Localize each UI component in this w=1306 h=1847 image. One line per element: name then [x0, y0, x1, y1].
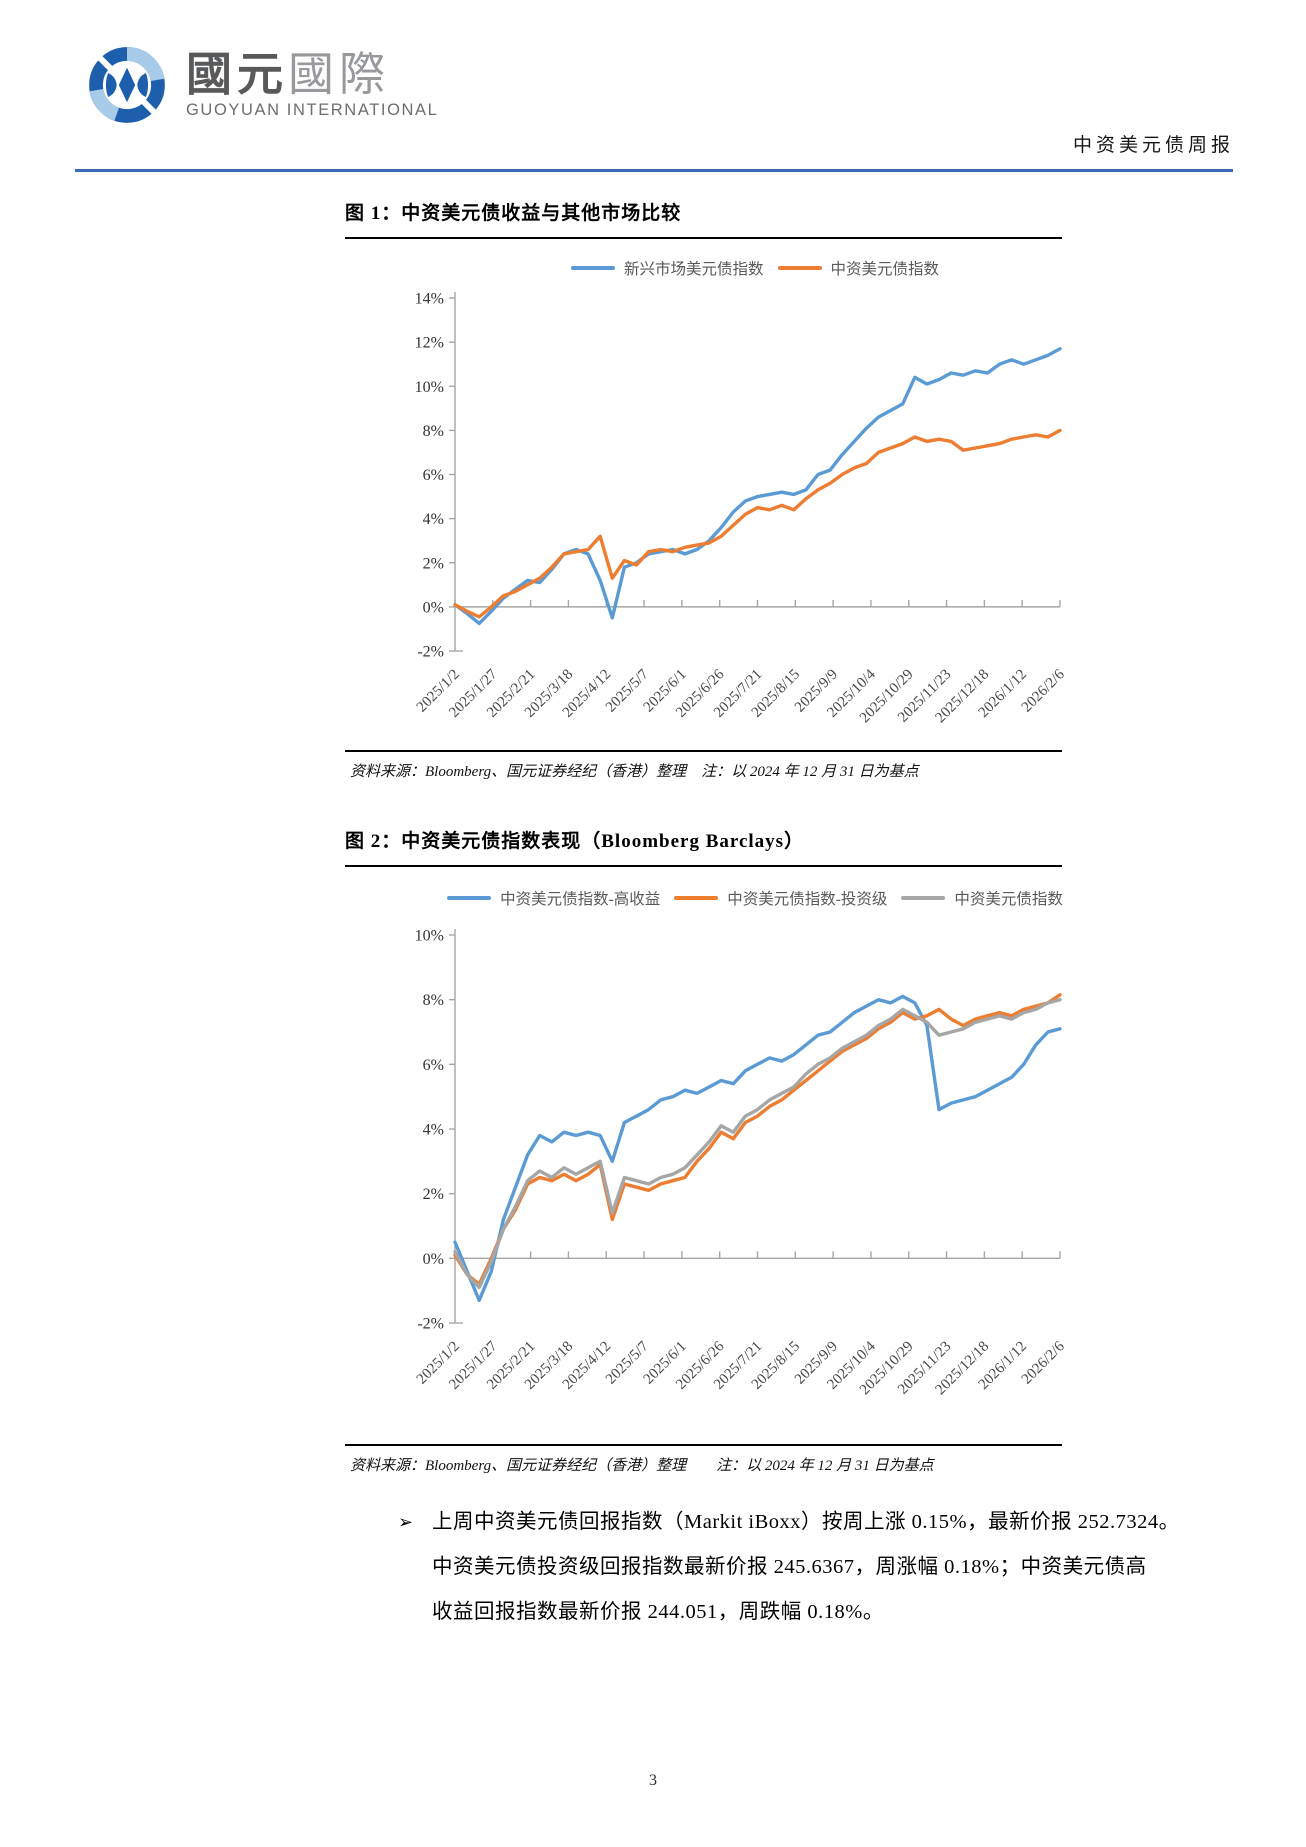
- figure2-source-note: 资料来源：Bloomberg、国元证券经纪（香港）整理 注：以 2024 年 1…: [350, 1458, 934, 1474]
- legend-item-em-usd-index: 新兴市场美元债指数: [570, 257, 764, 279]
- svg-text:8%: 8%: [423, 423, 444, 440]
- legend-label: 中资美元债指数-投资级: [727, 891, 888, 908]
- svg-text:0%: 0%: [423, 599, 444, 616]
- svg-text:0%: 0%: [423, 1251, 444, 1268]
- figure1-title: 图 1：中资美元债收益与其他市场比较: [345, 198, 1062, 239]
- svg-text:10%: 10%: [415, 928, 444, 945]
- figure2-bottom-border: [345, 1444, 1062, 1446]
- svg-text:10%: 10%: [415, 379, 444, 396]
- figure1-source-note: 资料来源：Bloomberg、国元证券经纪（香港）整理 注：以 2024 年 1…: [350, 764, 919, 780]
- report-type-label: 中资美元债周报: [1072, 135, 1234, 156]
- header-divider: [75, 169, 1233, 172]
- logo-text: 國元國際 GUOYUAN INTERNATIONAL: [186, 50, 438, 120]
- legend-label: 新兴市场美元债指数: [623, 261, 764, 278]
- legend-swatch-blue: [447, 895, 492, 901]
- header-logo: 國元國際 GUOYUAN INTERNATIONAL: [84, 42, 438, 128]
- chart2-legend: 中资美元债指数-高收益 中资美元债指数-投资级 中资美元债指数: [350, 887, 1065, 909]
- legend-item-investment-grade: 中资美元债指数-投资级: [674, 887, 887, 909]
- legend-swatch-blue: [570, 265, 615, 271]
- svg-text:8%: 8%: [423, 992, 444, 1009]
- legend-swatch-gray: [901, 895, 946, 901]
- logo-cn-secondary: 國際: [288, 47, 390, 100]
- legend-swatch-orange: [777, 265, 822, 271]
- svg-text:12%: 12%: [415, 335, 444, 352]
- chart1-legend: 新兴市场美元债指数 中资美元债指数: [350, 257, 1065, 279]
- svg-text:-2%: -2%: [417, 644, 444, 661]
- figure1-bottom-border: [345, 750, 1062, 752]
- svg-text:4%: 4%: [423, 511, 444, 528]
- legend-label: 中资美元债指数: [954, 891, 1063, 908]
- svg-text:6%: 6%: [423, 467, 444, 484]
- page-number: 3: [649, 1772, 657, 1789]
- svg-text:6%: 6%: [423, 1057, 444, 1074]
- svg-text:2%: 2%: [423, 555, 444, 572]
- svg-text:-2%: -2%: [417, 1316, 444, 1333]
- svg-text:4%: 4%: [423, 1122, 444, 1139]
- svg-text:2%: 2%: [423, 1186, 444, 1203]
- chart1-canvas: 14%12%10%8%6%4%2%0%-2%2025/1/22025/1/272…: [414, 291, 1065, 727]
- logo-cn-primary: 國元: [186, 47, 288, 100]
- figure2-title: 图 2：中资美元债指数表现（Bloomberg Barclays）: [345, 826, 1062, 867]
- legend-label: 中资美元债指数: [830, 261, 940, 278]
- guoyuan-logo-icon: [89, 47, 165, 123]
- commentary-paragraph: ➢ 上周中资美元债回报指数（Markit iBoxx）按周上涨 0.15%，最新…: [398, 1500, 1258, 1635]
- commentary-line: 中资美元债投资级回报指数最新价报 245.6367，周涨幅 0.18%；中资美元…: [432, 1556, 1147, 1578]
- commentary-text: 上周中资美元债回报指数（Markit iBoxx）按周上涨 0.15%，最新价报…: [432, 1500, 1180, 1635]
- commentary-line: 收益回报指数最新价报 244.051，周跌幅 0.18%。: [432, 1601, 884, 1623]
- logo-en-text: GUOYUAN INTERNATIONAL: [186, 101, 439, 120]
- legend-item-china-usd-index: 中资美元债指数: [777, 257, 940, 279]
- legend-item-high-yield: 中资美元债指数-高收益: [447, 887, 660, 909]
- chart2-canvas: 10%8%6%4%2%0%-2%2025/1/22025/1/272025/2/…: [414, 928, 1065, 1399]
- legend-item-overall-index: 中资美元债指数: [901, 887, 1063, 909]
- arrow-bullet-icon: ➢: [398, 1512, 414, 1532]
- svg-text:14%: 14%: [415, 291, 444, 308]
- legend-swatch-orange: [674, 895, 719, 901]
- commentary-line: 上周中资美元债回报指数（Markit iBoxx）按周上涨 0.15%，最新价报…: [432, 1511, 1180, 1533]
- logo-cn-text: 國元國際: [186, 50, 438, 98]
- legend-label: 中资美元债指数-高收益: [500, 891, 661, 908]
